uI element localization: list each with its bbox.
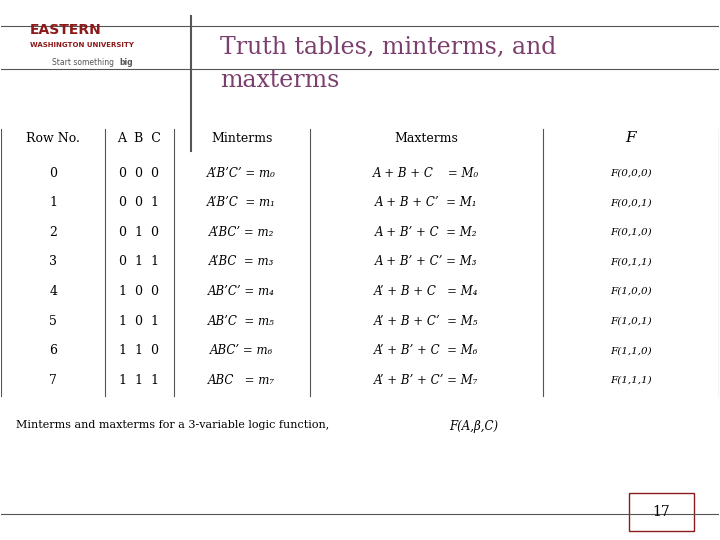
- Text: big: big: [120, 58, 133, 67]
- Text: A’BC’ = m₂: A’BC’ = m₂: [209, 226, 274, 239]
- Text: maxterms: maxterms: [220, 69, 340, 92]
- Text: Truth tables, minterms, and: Truth tables, minterms, and: [220, 36, 557, 59]
- Text: F(0,0,1): F(0,0,1): [610, 198, 652, 207]
- Text: A’B’C  = m₁: A’B’C = m₁: [207, 197, 276, 210]
- Text: 1  0  0: 1 0 0: [120, 285, 159, 298]
- Text: A + B + C’  = M₁: A + B + C’ = M₁: [375, 197, 477, 210]
- Text: A’BC  = m₃: A’BC = m₃: [209, 255, 274, 268]
- Text: A’ + B + C’  = M₅: A’ + B + C’ = M₅: [374, 314, 479, 328]
- Text: 2: 2: [50, 226, 58, 239]
- Text: Maxterms: Maxterms: [395, 132, 459, 145]
- Text: A  B  C: A B C: [117, 132, 161, 145]
- Text: 6: 6: [50, 344, 58, 357]
- Text: Start something: Start something: [52, 58, 116, 67]
- Text: A’ + B + C   = M₄: A’ + B + C = M₄: [374, 285, 479, 298]
- FancyBboxPatch shape: [629, 493, 693, 531]
- Text: F(1,0,0): F(1,0,0): [610, 287, 652, 296]
- Text: WASHINGTON UNIVERSITY: WASHINGTON UNIVERSITY: [30, 42, 134, 48]
- Text: ABC   = m₇: ABC = m₇: [208, 374, 275, 387]
- Text: 3: 3: [50, 255, 58, 268]
- Text: F: F: [626, 131, 636, 145]
- Text: 1  1  0: 1 1 0: [120, 344, 159, 357]
- Text: F(1,1,0): F(1,1,0): [610, 346, 652, 355]
- Text: Minterms and maxterms for a 3-variable logic function,: Minterms and maxterms for a 3-variable l…: [16, 421, 336, 430]
- Text: 4: 4: [50, 285, 58, 298]
- Text: 0  1  1: 0 1 1: [120, 255, 159, 268]
- Text: 7: 7: [50, 374, 58, 387]
- Text: F(0,1,0): F(0,1,0): [610, 228, 652, 237]
- Text: AB’C  = m₅: AB’C = m₅: [208, 314, 275, 328]
- Text: 0  0  1: 0 0 1: [120, 197, 159, 210]
- Text: A’ + B’ + C’ = M₇: A’ + B’ + C’ = M₇: [374, 374, 479, 387]
- Text: 0  1  0: 0 1 0: [120, 226, 159, 239]
- Text: A + B’ + C  = M₂: A + B’ + C = M₂: [375, 226, 477, 239]
- Text: 17: 17: [652, 505, 670, 519]
- Text: A’ + B’ + C  = M₆: A’ + B’ + C = M₆: [374, 344, 479, 357]
- Text: F(0,0,0): F(0,0,0): [610, 169, 652, 178]
- Text: 0  0  0: 0 0 0: [120, 167, 159, 180]
- Text: F(0,1,1): F(0,1,1): [610, 258, 652, 266]
- Text: F(1,0,1): F(1,0,1): [610, 316, 652, 326]
- Text: 1  1  1: 1 1 1: [120, 374, 159, 387]
- Text: 1: 1: [50, 197, 58, 210]
- Text: A’B’C’ = m₀: A’B’C’ = m₀: [207, 167, 276, 180]
- Text: ABC’ = m₆: ABC’ = m₆: [210, 344, 274, 357]
- Text: F(A,β,C): F(A,β,C): [450, 421, 499, 434]
- Text: 0: 0: [50, 167, 58, 180]
- Text: 1  0  1: 1 0 1: [120, 314, 159, 328]
- Text: Row No.: Row No.: [27, 132, 81, 145]
- Text: Minterms: Minterms: [211, 132, 272, 145]
- Text: A + B’ + C’ = M₃: A + B’ + C’ = M₃: [375, 255, 477, 268]
- Text: A + B + C    = M₀: A + B + C = M₀: [373, 167, 480, 180]
- Text: AB’C’ = m₄: AB’C’ = m₄: [208, 285, 275, 298]
- Text: 5: 5: [50, 314, 58, 328]
- Text: EASTERN: EASTERN: [30, 23, 102, 37]
- Text: F(1,1,1): F(1,1,1): [610, 376, 652, 384]
